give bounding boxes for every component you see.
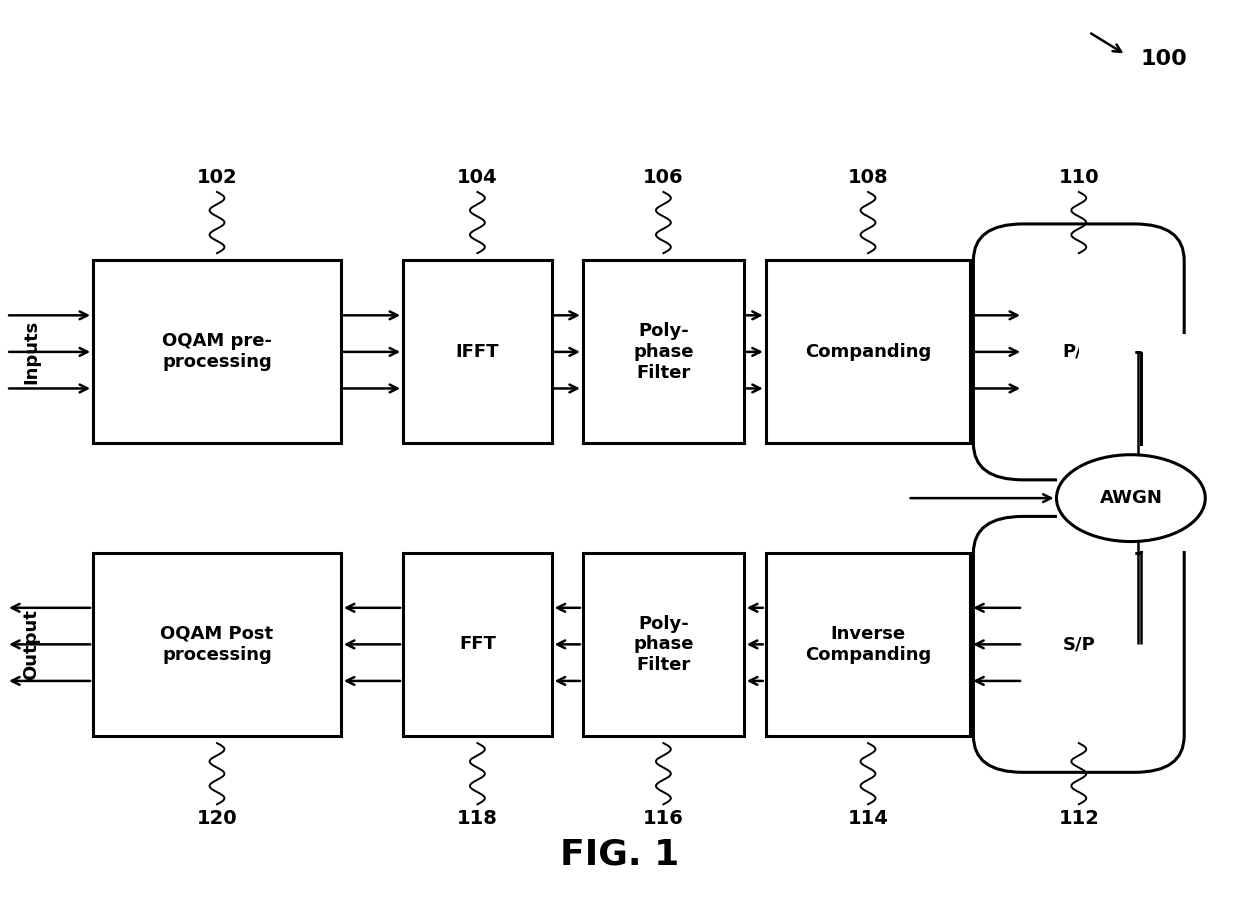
FancyBboxPatch shape — [973, 516, 1184, 772]
FancyBboxPatch shape — [973, 224, 1184, 480]
Text: AWGN: AWGN — [1110, 489, 1172, 507]
FancyBboxPatch shape — [93, 260, 341, 443]
Text: FFT: FFT — [459, 635, 496, 654]
Text: P/S: P/S — [1063, 343, 1095, 361]
Text: FIG. 1: FIG. 1 — [560, 837, 680, 872]
FancyBboxPatch shape — [583, 260, 744, 443]
Ellipse shape — [1056, 454, 1205, 541]
FancyBboxPatch shape — [765, 260, 970, 443]
Text: Output: Output — [22, 609, 40, 680]
Text: 118: 118 — [458, 809, 497, 828]
Text: 102: 102 — [197, 168, 237, 187]
Text: Inputs: Inputs — [22, 320, 40, 384]
Text: Companding: Companding — [805, 343, 931, 361]
FancyBboxPatch shape — [583, 553, 744, 736]
Text: IFFT: IFFT — [455, 343, 500, 361]
Text: Poly-
phase
Filter: Poly- phase Filter — [634, 322, 693, 382]
FancyBboxPatch shape — [93, 553, 341, 736]
Text: S/P: S/P — [1063, 635, 1095, 654]
Text: OQAM pre-
processing: OQAM pre- processing — [162, 333, 272, 371]
Text: OQAM Post
processing: OQAM Post processing — [160, 625, 274, 664]
Text: 108: 108 — [848, 168, 888, 187]
Text: 114: 114 — [848, 809, 888, 828]
Ellipse shape — [1069, 454, 1211, 541]
FancyBboxPatch shape — [403, 260, 552, 443]
Text: AWGN: AWGN — [1100, 489, 1162, 507]
Text: 104: 104 — [458, 168, 497, 187]
Text: 116: 116 — [644, 809, 683, 828]
Text: 100: 100 — [1141, 49, 1188, 69]
Text: 106: 106 — [644, 168, 683, 187]
FancyBboxPatch shape — [765, 553, 970, 736]
Text: 110: 110 — [1059, 168, 1099, 187]
FancyBboxPatch shape — [1058, 445, 1225, 550]
Text: 120: 120 — [197, 809, 237, 828]
FancyBboxPatch shape — [403, 553, 552, 736]
FancyBboxPatch shape — [1079, 334, 1240, 473]
Text: 112: 112 — [1059, 809, 1099, 828]
Text: Poly-
phase
Filter: Poly- phase Filter — [634, 614, 693, 675]
Text: Inverse
Companding: Inverse Companding — [805, 625, 931, 664]
